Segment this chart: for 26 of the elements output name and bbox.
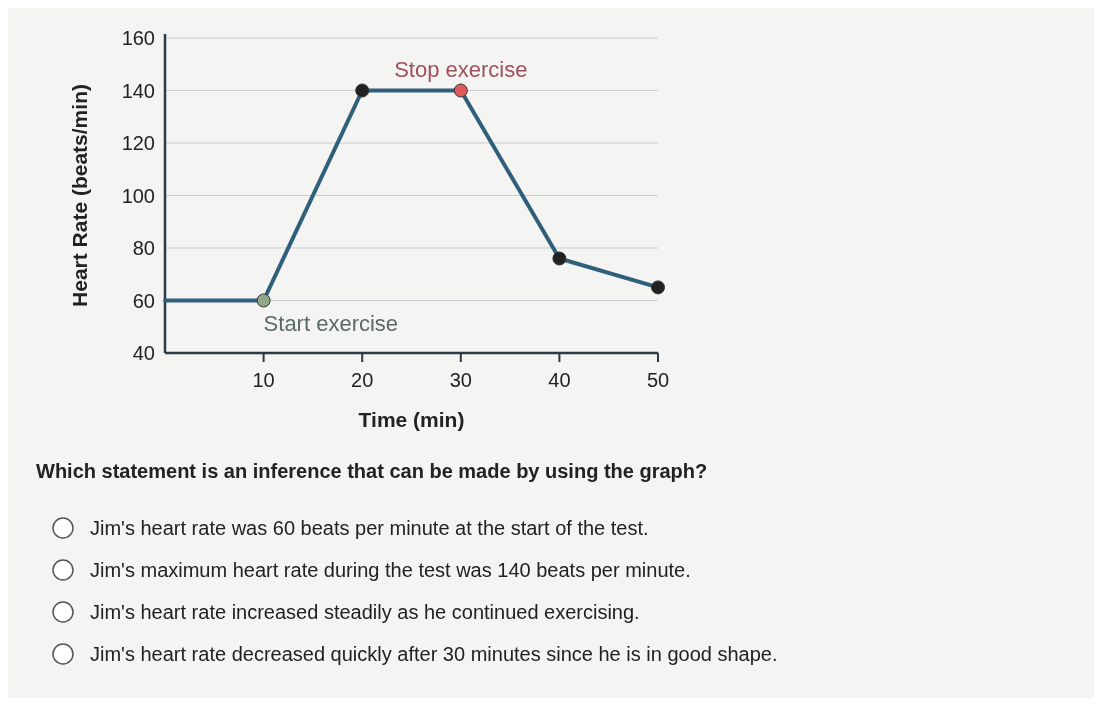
- x-tick-label: 10: [252, 369, 275, 391]
- text: Jim's heart rate increased steadily as he continued exercising.: [90, 601, 640, 623]
- point: [552, 251, 567, 266]
- y-tick-label: 80: [132, 237, 155, 259]
- point: [453, 83, 468, 98]
- x-tick-label: 50: [646, 369, 670, 391]
- y-tick-label: 160: [121, 27, 155, 49]
- y-axis-title: Heart Rate (beats/min): [68, 84, 91, 307]
- y-tick-label: 120: [121, 132, 155, 154]
- y-tick-label: 40: [132, 342, 155, 364]
- text: Jim's heart rate decreased quickly after 30 minutes since he is in good shape.: [90, 643, 778, 665]
- text: Which statement is an inference that can be made by using the graph?: [36, 460, 708, 482]
- annotation: Stop exercise: [394, 56, 528, 82]
- x-axis-title: Time (min): [358, 408, 465, 431]
- x-tick-label: 30: [449, 369, 472, 391]
- y-tick-label: 140: [121, 79, 155, 102]
- point: [355, 83, 370, 98]
- x-tick-label: 40: [548, 369, 571, 391]
- text: Jim's maximum heart rate during the test was 140 beats per minute.: [90, 559, 691, 581]
- y-tick-label: 60: [132, 289, 155, 312]
- y-tick-label: 100: [121, 184, 155, 207]
- point: [256, 293, 271, 308]
- text: Jim's heart rate was 60 beats per minute at the start of the test.: [90, 517, 649, 539]
- annotation: Start exercise: [263, 310, 399, 336]
- point: [651, 280, 665, 295]
- x-tick-label: 20: [351, 369, 374, 391]
